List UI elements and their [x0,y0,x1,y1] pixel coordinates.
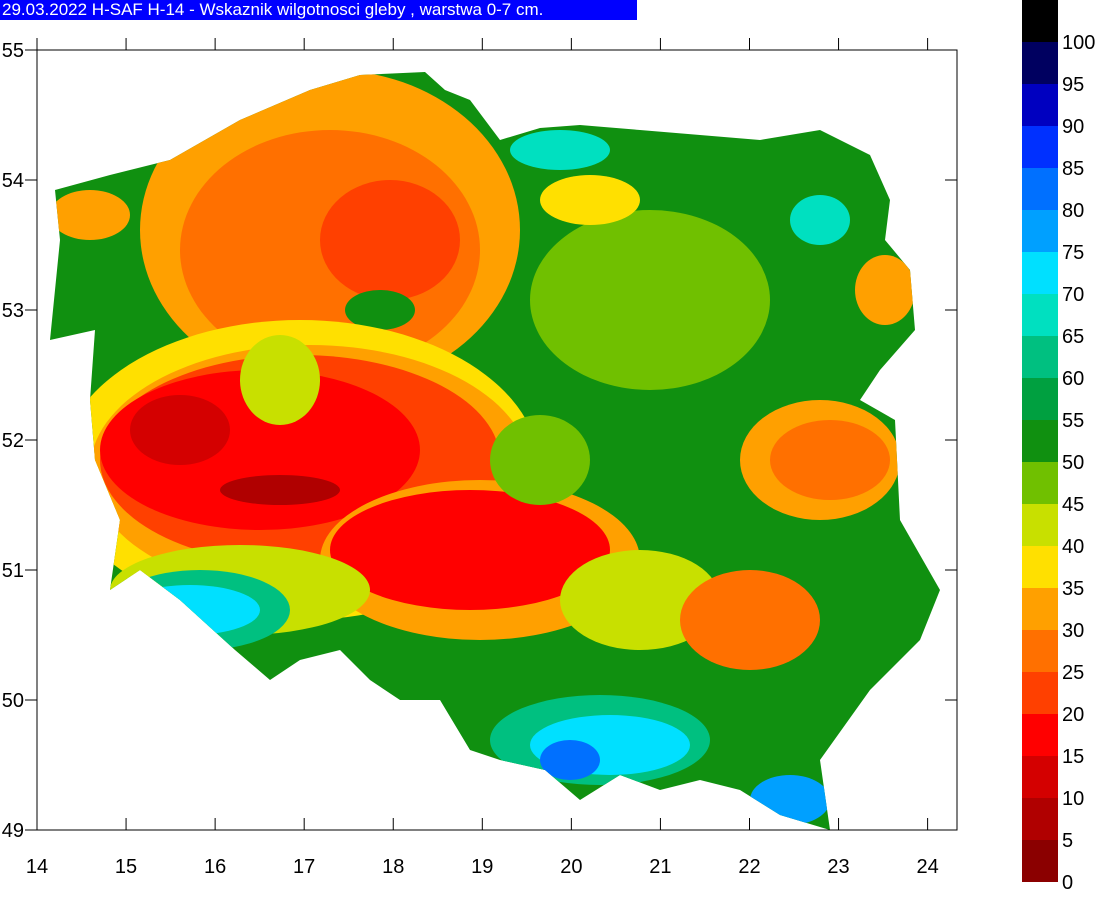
legend: 0 5 10 15 20 25 30 35 40 45 50 55 60 65 70 75 80 85 90 95 10… [1022,0,1095,894]
legend-label: 45 [1062,494,1084,516]
title-background [0,0,637,20]
legend-label: 55 [1062,410,1084,432]
legend-label: 95 [1062,74,1084,96]
legend-swatch [1022,294,1058,336]
legend-swatch [1022,126,1058,168]
x-tick-label: 21 [649,856,671,878]
legend-label: 60 [1062,368,1084,390]
legend-label: 5 [1062,830,1073,852]
legend-swatch [1022,252,1058,294]
legend-swatch [1022,210,1058,252]
y-tick-label: 54 [2,170,24,192]
legend-label: 50 [1062,452,1084,474]
x-tick-label: 14 [26,856,48,878]
x-tick-label: 17 [293,856,315,878]
x-tick-label: 22 [738,856,760,878]
legend-label: 80 [1062,200,1084,222]
legend-swatch [1022,378,1058,420]
legend-swatch [1022,336,1058,378]
x-tick-label: 24 [916,856,938,878]
x-tick-label: 19 [471,856,493,878]
legend-label: 10 [1062,788,1084,810]
legend-label: 15 [1062,746,1084,768]
legend-swatch [1022,0,1058,42]
x-tick-label: 23 [827,856,849,878]
legend-swatch [1022,798,1058,840]
legend-swatch [1022,630,1058,672]
axes: 14 15 16 17 18 19 20 21 22 23 24 49 50 51 52 53 54 55 [2,38,957,878]
y-tick-label: 52 [2,430,24,452]
legend-swatch [1022,504,1058,546]
legend-swatch [1022,168,1058,210]
legend-swatch [1022,462,1058,504]
title: 29.03.2022 H-SAF H-14 - Wskaznik wilgotn… [2,0,543,19]
legend-swatch [1022,588,1058,630]
y-tick-label: 55 [2,40,24,62]
legend-label: 40 [1062,536,1084,558]
legend-label: 25 [1062,662,1084,684]
legend-label: 35 [1062,578,1084,600]
legend-label: 65 [1062,326,1084,348]
soil-moisture-field [50,72,940,830]
legend-swatch [1022,420,1058,462]
legend-swatch [1022,714,1058,756]
legend-label: 85 [1062,158,1084,180]
legend-label: 70 [1062,284,1084,306]
legend-swatch [1022,42,1058,84]
legend-label: 30 [1062,620,1084,642]
x-tick-label: 15 [115,856,137,878]
legend-swatch [1022,756,1058,798]
legend-swatch [1022,546,1058,588]
legend-swatch [1022,672,1058,714]
legend-label: 100 [1062,32,1095,54]
y-tick-label: 53 [2,300,24,322]
y-tick-label: 50 [2,690,24,712]
legend-label: 0 [1062,872,1073,894]
legend-label: 90 [1062,116,1084,138]
x-tick-label: 20 [560,856,582,878]
legend-swatch [1022,840,1058,882]
legend-label: 20 [1062,704,1084,726]
y-tick-label: 51 [2,560,24,582]
legend-label: 75 [1062,242,1084,264]
legend-swatch [1022,84,1058,126]
y-tick-label: 49 [2,820,24,842]
x-tick-label: 16 [204,856,226,878]
x-tick-label: 18 [382,856,404,878]
